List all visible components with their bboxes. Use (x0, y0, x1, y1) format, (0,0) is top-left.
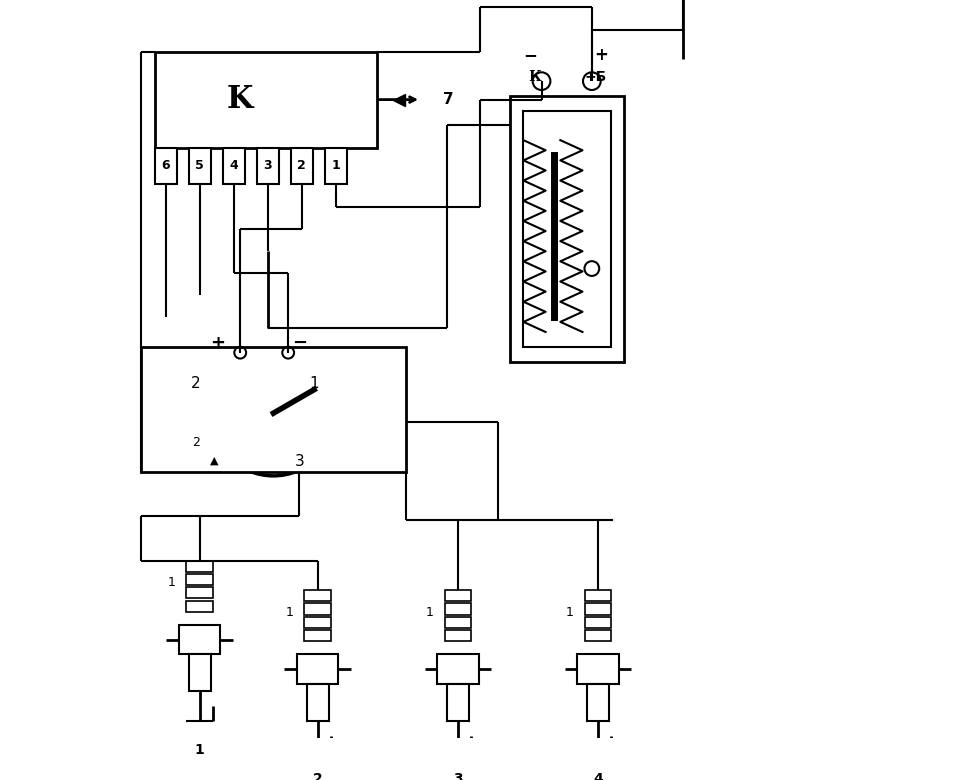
Bar (577, 654, 618, 684)
Text: 1: 1 (331, 159, 340, 172)
Text: 1: 1 (426, 606, 434, 619)
Text: 3: 3 (295, 454, 304, 469)
Bar (304, 604, 331, 615)
Text: ▲: ▲ (210, 456, 219, 466)
Bar (140, 347, 406, 472)
Bar (585, 590, 612, 601)
Text: 6: 6 (161, 159, 170, 172)
Text: 1: 1 (195, 743, 204, 757)
Text: −: − (292, 334, 307, 352)
Bar (179, 625, 220, 654)
Text: K: K (227, 84, 252, 115)
Text: 3: 3 (453, 772, 463, 780)
Bar (223, 147, 245, 184)
Bar (186, 601, 213, 612)
Bar (291, 147, 313, 184)
Bar (585, 630, 612, 641)
Text: 1: 1 (168, 576, 176, 590)
Text: 3: 3 (263, 159, 272, 172)
Bar (324, 147, 347, 184)
Text: 1: 1 (566, 606, 574, 619)
Text: 2: 2 (191, 376, 201, 391)
Circle shape (266, 406, 281, 420)
Bar (444, 617, 471, 628)
Bar (585, 604, 612, 615)
Text: −: − (523, 46, 537, 64)
Text: 4: 4 (229, 159, 238, 172)
Bar (585, 617, 612, 628)
Bar (188, 147, 210, 184)
Text: +: + (210, 334, 226, 352)
Bar (304, 590, 331, 601)
Text: 1: 1 (309, 376, 319, 391)
Text: 7: 7 (444, 92, 454, 107)
Bar (444, 590, 471, 601)
Bar (156, 51, 376, 147)
Text: 1: 1 (286, 606, 294, 619)
Bar (304, 617, 331, 628)
Text: 2: 2 (192, 436, 200, 449)
Text: +Б: +Б (584, 70, 607, 84)
Bar (587, 684, 609, 721)
Bar (186, 574, 213, 585)
Bar (306, 684, 328, 721)
Bar (444, 630, 471, 641)
Bar (437, 654, 478, 684)
Bar (186, 587, 213, 598)
Text: +: + (594, 46, 608, 64)
Bar (523, 111, 611, 347)
Text: 2: 2 (298, 159, 306, 172)
Bar (444, 604, 471, 615)
Text: 4: 4 (593, 772, 603, 780)
Text: К: К (528, 70, 541, 84)
Text: 5: 5 (195, 159, 204, 172)
Bar (446, 684, 468, 721)
Bar (155, 147, 177, 184)
Bar (186, 561, 213, 572)
Bar (297, 654, 338, 684)
Text: 2: 2 (313, 772, 323, 780)
Bar (510, 96, 624, 361)
Bar (256, 147, 278, 184)
Bar (304, 630, 331, 641)
Bar (188, 654, 210, 691)
